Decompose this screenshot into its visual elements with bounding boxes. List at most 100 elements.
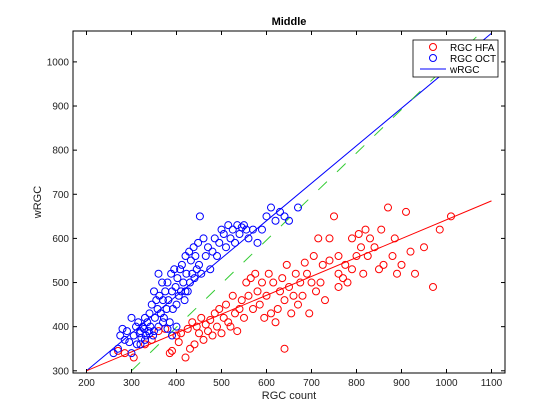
series-1-point-64	[194, 238, 203, 247]
series-1-point-4	[120, 335, 129, 344]
series-1-point-32	[158, 278, 167, 287]
series-0-point-7	[165, 349, 174, 358]
series-0-point-38	[240, 313, 248, 322]
series-1-point-66	[195, 212, 204, 221]
series-0-point-44	[253, 287, 262, 296]
y-tick-label-7: 1000	[47, 57, 70, 68]
legend-label-rgc-oct: RGC OCT	[450, 54, 496, 65]
series-0-point-86	[361, 225, 370, 234]
series-0-point-28	[217, 329, 226, 338]
series-1-point-17	[141, 313, 149, 322]
series-1-point-56	[185, 247, 194, 256]
plot-frame	[72, 30, 506, 374]
y-axis-ticks: 300 400 500 600 700 800 900 1000	[47, 57, 505, 377]
series-0-point-25	[210, 309, 219, 318]
series-0-point-95	[390, 234, 399, 243]
series-0-point-102	[429, 282, 437, 291]
y-tick-label-6: 900	[52, 102, 69, 113]
series-0-point-88	[366, 234, 374, 243]
series-0-point-31	[224, 318, 233, 327]
series-1-point-57	[186, 278, 194, 287]
series-0-point-48	[262, 291, 271, 300]
series-0-point-75	[325, 234, 334, 243]
series-0-point-15	[188, 318, 197, 327]
series-0-point-97	[397, 260, 406, 269]
series-0-point-3	[141, 340, 149, 349]
series-1-point-29	[154, 269, 163, 278]
series-0-point-11	[177, 329, 185, 338]
series-0-point-82	[352, 252, 361, 261]
series-1-point-0	[109, 349, 118, 358]
series-1-point-7	[127, 313, 136, 322]
series-0-point-53	[273, 305, 282, 314]
series-0-point-99	[406, 247, 415, 256]
series-0-point-107	[348, 265, 356, 274]
series-0-point-101	[420, 243, 428, 252]
series-1-point-46	[173, 274, 182, 283]
x-tick-label-2: 400	[168, 378, 185, 389]
series-1-point-75	[215, 238, 224, 247]
series-1-point-103	[159, 318, 167, 327]
series-0-point-61	[291, 269, 300, 278]
series-0-point-106	[334, 252, 343, 261]
series-1-point-88	[244, 234, 253, 243]
series-0-point-27	[215, 305, 224, 314]
series-0-point-36	[235, 305, 244, 314]
series-1-point-90	[253, 238, 262, 247]
series-1-point-102	[163, 324, 172, 333]
series-0-point-100	[411, 269, 419, 278]
series-0-point-26	[213, 322, 221, 331]
series-1-point-73	[210, 234, 219, 243]
series-0-point-103	[435, 225, 444, 234]
series-1-point-52	[180, 296, 189, 305]
series-0-point-65	[300, 258, 309, 267]
series-0-point-80	[343, 278, 352, 287]
series-1-point-6	[125, 338, 134, 347]
series-1-point-59	[188, 269, 197, 278]
series-0-point-69	[309, 252, 318, 261]
series-1-point-81	[228, 225, 237, 234]
series-1-point-79	[224, 221, 233, 230]
series-0-point-45	[255, 300, 264, 309]
y-tick-label-0: 300	[52, 366, 69, 377]
series-0-point-24	[208, 331, 217, 340]
series-0-point-78	[339, 274, 347, 283]
series-0-point-68	[307, 278, 316, 287]
series-0-point-34	[231, 309, 239, 318]
series-0-point-16	[190, 340, 199, 349]
series-0-point-52	[271, 318, 280, 327]
y-tick-label-4: 700	[52, 190, 69, 201]
series-0-point-90	[375, 265, 383, 274]
series-1-point-23	[147, 300, 156, 309]
x-tick-label-6: 800	[348, 378, 365, 389]
series-1-point-5	[123, 327, 131, 336]
series-1-point-89	[249, 225, 257, 234]
series-0-point-64	[298, 291, 307, 300]
series-1-point-108	[136, 340, 145, 349]
series-0-point-105	[325, 256, 334, 265]
series-0-point-94	[388, 252, 397, 261]
series-1-point-50	[177, 260, 186, 269]
legend-label-rgc-hfa: RGC HFA	[450, 43, 495, 54]
series-1-point-34	[159, 313, 168, 322]
series-0-point-33	[228, 291, 237, 300]
series-1-point-63	[192, 265, 201, 274]
series-1-point-82	[231, 238, 239, 247]
series-0-point-8	[168, 346, 176, 355]
series-1-point-36	[162, 305, 171, 314]
series-1-point-37	[163, 278, 172, 287]
series-0-point-73	[318, 260, 327, 269]
series-1-point-62	[191, 252, 200, 261]
series-1-point-10	[132, 340, 141, 349]
series-1-point-60	[189, 243, 198, 252]
series-1-point-61	[190, 274, 199, 283]
series-0-point-35	[233, 327, 242, 336]
series-0-point-84	[357, 243, 365, 252]
legend-marker-rgc-hfa	[429, 43, 437, 51]
series-0-point-14	[186, 344, 194, 353]
series-0-point-42	[249, 305, 257, 314]
series-1-point-26	[150, 313, 159, 322]
series-0-point-60	[289, 291, 298, 300]
series-0-point-12	[181, 353, 190, 362]
series-1-point-95	[276, 207, 284, 216]
